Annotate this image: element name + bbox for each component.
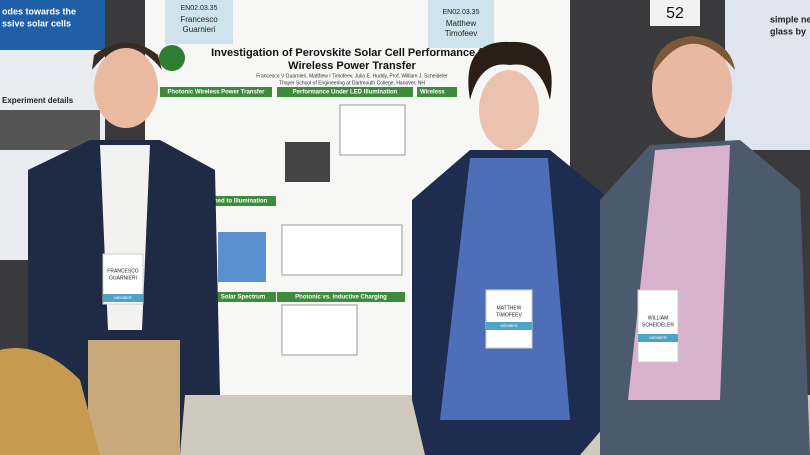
poster-title: Investigation of Perovskite Solar Cell P… bbox=[211, 47, 494, 59]
person-face bbox=[479, 70, 539, 150]
badge-tag bbox=[638, 334, 678, 342]
person-hair bbox=[92, 42, 162, 70]
poster-title: Wireless Power Transfer bbox=[288, 60, 416, 72]
sign-code: EN02.03.35 bbox=[443, 9, 480, 16]
logo bbox=[159, 45, 185, 71]
badge-name: WILLIAM bbox=[648, 315, 669, 321]
left-poster-title: odes towards the bbox=[2, 6, 76, 16]
left-poster-title: ssive solar cells bbox=[2, 18, 71, 28]
badge-name: FRANCESCO bbox=[107, 268, 139, 274]
badge-tag bbox=[103, 294, 143, 302]
person-face bbox=[94, 48, 158, 128]
section-header bbox=[417, 87, 457, 97]
poster-plot bbox=[281, 224, 403, 276]
section-header bbox=[210, 292, 276, 302]
poster-affiliation: Thayer School of Engineering at Dartmout… bbox=[279, 80, 425, 86]
sign-name: Guarnieri bbox=[183, 25, 216, 34]
badge-tag-text: MEMBER bbox=[114, 295, 132, 300]
badge-name: GUARNIERI bbox=[109, 275, 137, 281]
person-trousers bbox=[88, 340, 180, 455]
left-poster-section: Experiment details bbox=[2, 96, 74, 105]
left-poster-header bbox=[0, 0, 105, 50]
person-face bbox=[652, 38, 732, 138]
badge-tag-text: MEMBER bbox=[500, 323, 518, 328]
sign-name: Francesco bbox=[180, 15, 218, 24]
name-sign bbox=[165, 0, 233, 44]
sign-name: Timofeev bbox=[445, 29, 478, 38]
poster-plot bbox=[281, 304, 358, 356]
badge-tag bbox=[486, 322, 532, 330]
section-header bbox=[277, 292, 405, 302]
section-header-text: hed to Illumination bbox=[214, 199, 268, 205]
section-header bbox=[160, 87, 272, 97]
badge-name: TIMOFEEV bbox=[496, 312, 522, 318]
badge bbox=[637, 289, 679, 363]
person-hair bbox=[468, 41, 552, 100]
right-poster-text: simple near bbox=[770, 14, 810, 24]
foreground-bag bbox=[0, 348, 100, 455]
name-sign bbox=[428, 0, 494, 48]
person-hair bbox=[652, 36, 735, 75]
section-header bbox=[210, 196, 276, 206]
right-poster bbox=[725, 0, 810, 150]
section-header bbox=[277, 87, 413, 97]
poster-photo bbox=[285, 142, 330, 182]
poster-authors: Francesco V Guarnieri, Matthew I Timofee… bbox=[256, 73, 448, 79]
section-header-text: Photonic vs. Inductive Charging bbox=[295, 295, 387, 301]
person-shirt bbox=[440, 158, 570, 420]
badge-name: MATTHEW bbox=[497, 305, 522, 311]
poster-heatmap bbox=[218, 232, 266, 282]
badge bbox=[485, 289, 533, 349]
board-number-card bbox=[650, 0, 700, 26]
section-header-text: Wireless bbox=[420, 90, 445, 96]
section-header-text: Performance Under LED Illumination bbox=[293, 90, 398, 96]
sign-code: EN02.03.35 bbox=[181, 5, 218, 12]
badge-tag-text: MEMBER bbox=[649, 335, 667, 340]
badge-name: SCHEIDELER bbox=[642, 322, 674, 328]
section-header-text: Solar Spectrum bbox=[221, 295, 265, 301]
board-number: 52 bbox=[666, 5, 684, 22]
poster-plot bbox=[339, 104, 406, 156]
sign-name: Matthew bbox=[446, 19, 476, 28]
section-header-text: Photonic Wireless Power Transfer bbox=[168, 90, 266, 96]
right-poster-text: glass by bbox=[770, 26, 806, 36]
